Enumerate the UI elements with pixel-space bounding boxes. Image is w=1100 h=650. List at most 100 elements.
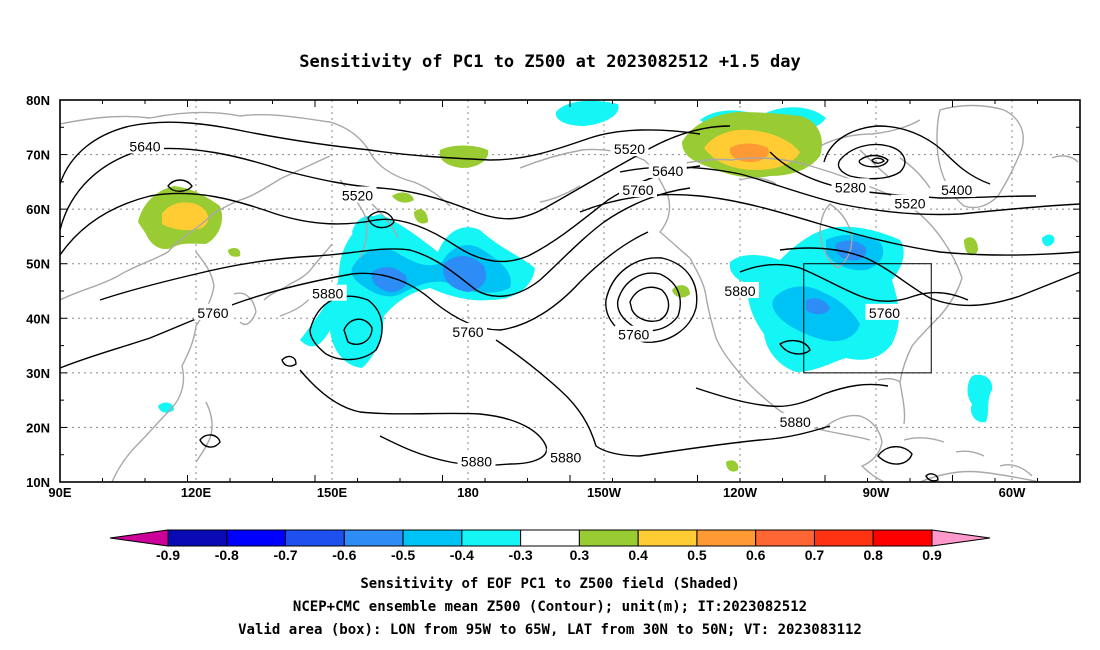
contour-closed-small5 [199, 434, 221, 448]
map-ticks [59, 99, 1081, 483]
contour-5640-ne [619, 166, 1080, 216]
colorbar-box [167, 529, 228, 547]
valid-area-box [803, 263, 932, 374]
colorbar-box [872, 529, 933, 547]
lon-tick-120e: 120E [181, 485, 212, 500]
colorbar-label: 0.6 [746, 547, 766, 563]
contour-5880-west [60, 231, 649, 369]
coast-philippines [195, 401, 213, 463]
contour-5760-mid [99, 187, 691, 301]
contour-label: 5760 [197, 305, 228, 321]
lat-tick-80n: 80N [26, 93, 50, 108]
contour-label-bg [937, 181, 976, 198]
contour-label: 5760 [622, 182, 653, 198]
map-background [60, 100, 1080, 482]
shade-positive-small4 [964, 237, 978, 256]
contour-label: 5880 [724, 283, 755, 299]
colorbar-box [520, 529, 580, 547]
lon-tick-60w: 60W [999, 485, 1026, 500]
shade-negative-namerica-4 [806, 240, 867, 315]
colorbar-box [637, 529, 698, 547]
contour-label-bg [721, 282, 759, 298]
shade-positive-small1 [392, 192, 414, 203]
contour-labels: 5640 5520 5520 5640 5760 5280 5400 5520 5880 5760… [126, 137, 976, 469]
contour-label-bg [776, 412, 815, 429]
lon-tick-150e: 150E [317, 485, 348, 500]
contour-closed-small6 [877, 446, 913, 465]
colorbar-box [226, 529, 287, 547]
contour-label-bg [338, 186, 377, 203]
shade-negative-atlantic [1042, 234, 1055, 247]
contour-5760-low-east3 [629, 286, 670, 322]
coast-iceland [1051, 155, 1079, 163]
coast-hudson-bay [819, 203, 853, 269]
coastlines [60, 104, 1079, 482]
lat-tick-10n: 10N [26, 475, 50, 490]
colorbar-label: 0.5 [687, 547, 707, 563]
contour-5760-east [779, 247, 1080, 307]
contour-closed-small7 [925, 473, 939, 482]
lon-tick-90e: 90E [48, 485, 71, 500]
contour-closed-small4 [281, 355, 297, 367]
shade-negative-arctic [555, 100, 619, 126]
map-panel: 5640 5520 5520 5640 5760 5280 5400 5520 5880 5760… [26, 93, 1081, 500]
contour-5400 [823, 125, 991, 185]
contour-closed-small2 [367, 211, 395, 229]
colorbar [109, 529, 991, 547]
contour-label-bg [449, 322, 487, 339]
shade-positive-small5 [228, 248, 241, 257]
contour-label: 5520 [614, 141, 645, 157]
colorbar-label: -0.6 [332, 547, 356, 563]
contour-label-bg [194, 303, 232, 320]
lat-tick-labels: 80N 70N 60N 50N 40N 30N 20N 10N [26, 93, 50, 490]
colorbar-label: -0.3 [509, 547, 533, 563]
contour-label-bg [308, 284, 347, 301]
shade-negative-caribbean [967, 374, 993, 423]
contour-5280 [837, 143, 906, 180]
colorbar-triangle-low [109, 529, 169, 547]
contour-label-bg [865, 303, 904, 320]
contour-5640-northwest [60, 121, 701, 185]
colorbar-box [402, 529, 463, 547]
contour-label: 5640 [652, 163, 683, 179]
colorbar-box [755, 529, 815, 547]
contour-label: 5520 [894, 196, 925, 212]
colorbar-box [696, 529, 757, 547]
colorbar-label: 0.3 [570, 547, 590, 563]
contour-label-bg [648, 161, 687, 178]
colorbar-box [813, 529, 874, 547]
contour-label-bg [126, 137, 164, 154]
lon-tick-150w: 150W [587, 485, 622, 500]
contour-5880-pacific [299, 369, 548, 467]
contour-label: 5520 [342, 188, 373, 204]
footer-line-2: NCEP+CMC ensemble mean Z500 (Contour); u… [293, 599, 807, 615]
contour-5760-ne [579, 193, 1080, 256]
colorbar-triangle-high [931, 529, 991, 547]
lon-tick-180: 180 [457, 485, 479, 500]
lat-tick-60n: 60N [26, 202, 50, 217]
shade-positive-small6 [726, 460, 739, 472]
contour-label: 5880 [461, 453, 492, 469]
shade-positive-small2 [414, 209, 428, 224]
colorbar-labels: -0.9 -0.8 -0.7 -0.6 -0.5 -0.4 -0.3 0.3 0.4 0.5 0.6… [156, 547, 942, 563]
contour-label: 5640 [129, 138, 160, 154]
coast-greenland [936, 104, 1024, 209]
coast-canada-islands [739, 149, 931, 189]
lat-tick-50n: 50N [26, 257, 50, 272]
contour-5880-gulf [695, 383, 889, 408]
contour-5880-namerica [739, 263, 969, 302]
contour-closed-small3 [779, 339, 811, 355]
footer-line-1: Sensitivity of EOF PC1 to Z500 field (Sh… [360, 576, 739, 592]
colorbar-label: 0.4 [628, 547, 648, 563]
coast-caribbean [903, 437, 1033, 477]
colorbar-label: -0.4 [450, 547, 474, 563]
colorbar-label: 0.7 [805, 547, 825, 563]
shade-negative-westpac-3 [371, 255, 487, 292]
coast-us-east [877, 277, 963, 425]
contour-closed-small1 [167, 179, 193, 192]
contour-label: 5400 [941, 182, 972, 198]
colorbar-label: 0.9 [922, 547, 942, 563]
contour-5880-pacific2 [495, 339, 831, 457]
lon-tick-120w: 120W [723, 485, 758, 500]
